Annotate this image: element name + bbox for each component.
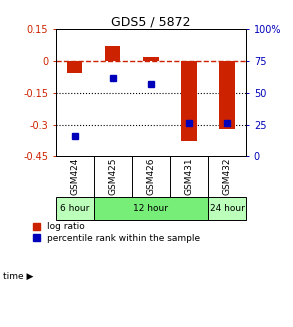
Text: GSM432: GSM432 [223, 158, 231, 195]
Bar [219, 61, 235, 129]
Bar [208, 197, 246, 220]
Text: 6 hour: 6 hour [60, 204, 89, 213]
Legend: log ratio, percentile rank within the sample: log ratio, percentile rank within the sa… [32, 221, 201, 244]
Title: GDS5 / 5872: GDS5 / 5872 [111, 15, 191, 28]
Bar [94, 197, 208, 220]
Bar [143, 57, 159, 61]
Bar [105, 46, 120, 61]
Text: GSM431: GSM431 [185, 158, 193, 195]
Text: GSM426: GSM426 [146, 158, 155, 195]
Text: GSM425: GSM425 [108, 158, 117, 195]
Text: 12 hour: 12 hour [133, 204, 168, 213]
Bar [56, 197, 94, 220]
Bar [67, 61, 82, 73]
Text: time ▶: time ▶ [3, 272, 33, 281]
Text: GSM424: GSM424 [70, 158, 79, 195]
Text: 24 hour: 24 hour [209, 204, 245, 213]
Bar [181, 61, 197, 142]
